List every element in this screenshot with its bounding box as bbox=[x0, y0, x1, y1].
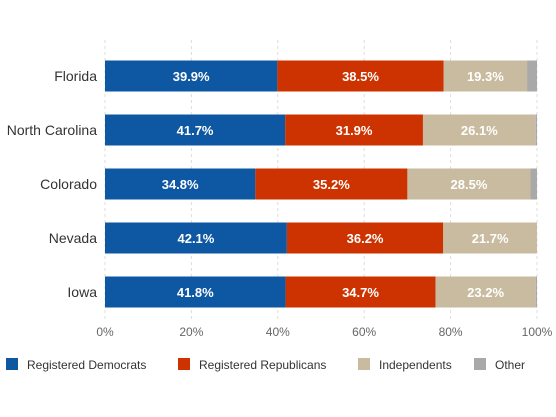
category-label: North Carolina bbox=[7, 122, 97, 138]
bar-segment bbox=[105, 114, 286, 146]
bar-segment bbox=[105, 168, 256, 200]
legend-swatch bbox=[178, 358, 190, 370]
bar-segment bbox=[443, 60, 528, 92]
x-tick-label: 20% bbox=[179, 325, 203, 339]
bar-segment bbox=[435, 276, 536, 308]
data-label: 31.9% bbox=[336, 123, 373, 138]
bar-segment bbox=[285, 276, 436, 308]
bar-segment bbox=[105, 60, 278, 92]
data-label: 36.2% bbox=[347, 231, 384, 246]
legend-label: Registered Republicans bbox=[199, 358, 326, 372]
category-label: Florida bbox=[54, 68, 97, 84]
data-label: 26.1% bbox=[461, 123, 498, 138]
bars: 39.9% 38.5% 19.3% 41.7% 31.9% 26.1% 34.8% 35.2%… bbox=[105, 60, 537, 308]
x-axis-ticks: 0% 20% 40% 60% 80% 100% bbox=[96, 325, 552, 339]
legend-swatch bbox=[474, 358, 486, 370]
bar-segment bbox=[407, 168, 531, 200]
legend-swatch bbox=[6, 358, 18, 370]
data-label: 35.2% bbox=[313, 177, 350, 192]
bar-segment bbox=[443, 222, 537, 254]
x-tick-label: 60% bbox=[352, 325, 376, 339]
category-label: Colorado bbox=[40, 176, 97, 192]
bar-segment bbox=[277, 60, 444, 92]
bar-segment bbox=[255, 168, 408, 200]
bar-segment bbox=[530, 168, 537, 200]
bar-segment bbox=[527, 60, 537, 92]
data-label: 34.7% bbox=[342, 285, 379, 300]
bar-segment bbox=[285, 114, 423, 146]
data-label: 28.5% bbox=[451, 177, 488, 192]
legend-label: Registered Democrats bbox=[27, 358, 146, 372]
data-label: 42.1% bbox=[177, 231, 214, 246]
data-label: 41.8% bbox=[177, 285, 214, 300]
bar-segment bbox=[422, 114, 536, 146]
data-label: 21.7% bbox=[472, 231, 509, 246]
bar-segment bbox=[105, 276, 286, 308]
data-label: 39.9% bbox=[173, 69, 210, 84]
x-tick-label: 80% bbox=[439, 325, 463, 339]
bar-segment bbox=[286, 222, 444, 254]
bar-segment bbox=[535, 276, 537, 308]
legend-swatch bbox=[358, 358, 370, 370]
data-label: 34.8% bbox=[162, 177, 199, 192]
category-label: Iowa bbox=[67, 284, 97, 300]
x-tick-label: 0% bbox=[96, 325, 114, 339]
bar-segment bbox=[535, 114, 537, 146]
legend-label: Independents bbox=[379, 358, 452, 372]
data-label: 19.3% bbox=[467, 69, 504, 84]
bar-segment bbox=[105, 222, 287, 254]
category-label: Nevada bbox=[49, 230, 97, 246]
data-label: 41.7% bbox=[177, 123, 214, 138]
category-labels: Florida North Carolina Colorado Nevada Iowa bbox=[7, 68, 97, 300]
x-tick-label: 40% bbox=[266, 325, 290, 339]
legend-label: Other bbox=[495, 358, 525, 372]
data-label: 23.2% bbox=[467, 285, 504, 300]
data-label: 38.5% bbox=[342, 69, 379, 84]
legend: Registered Democrats Registered Republica… bbox=[6, 358, 525, 372]
x-tick-label: 100% bbox=[522, 325, 553, 339]
